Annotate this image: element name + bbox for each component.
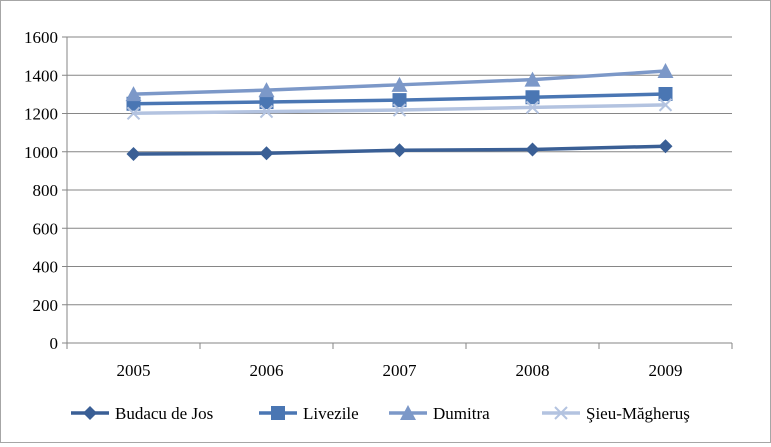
legend-label-livezile: Livezile: [303, 404, 359, 423]
data-point-budacu-de-jos: [658, 139, 673, 154]
x-tick-label: 2006: [250, 361, 284, 380]
legend-label-budacu-de-jos: Budacu de Jos: [115, 404, 213, 423]
y-tick-label: 0: [50, 334, 59, 353]
data-point-dumitra: [657, 63, 674, 79]
data-point-s-ieu-ma-gherus: [525, 100, 540, 115]
y-tick-label: 1400: [24, 66, 58, 85]
x-tick-label: 2005: [117, 361, 151, 380]
data-point-budacu-de-jos: [259, 146, 274, 161]
y-tick-label: 1600: [24, 28, 58, 47]
data-point-s-ieu-ma-gherus: [392, 103, 407, 117]
series-lines: [125, 63, 674, 162]
data-point-livezile: [658, 86, 673, 101]
y-tick-label: 600: [33, 219, 59, 238]
data-point-budacu-de-jos: [525, 142, 540, 157]
y-tick-label: 1000: [24, 143, 58, 162]
y-tick-label: 400: [33, 258, 59, 277]
y-tick-label: 800: [33, 181, 59, 200]
data-point-dumitra: [391, 76, 408, 92]
legend-marker-budacu-de-jos: [83, 406, 97, 420]
data-point-budacu-de-jos: [126, 147, 141, 162]
legend-marker-s-ieu-ma-gherus: [554, 406, 568, 420]
data-point-dumitra: [125, 86, 142, 102]
x-tick-label: 2009: [649, 361, 683, 380]
y-tick-label: 200: [33, 296, 59, 315]
legend-marker-livezile: [271, 406, 285, 420]
y-tick-label: 1200: [24, 105, 58, 124]
data-point-dumitra: [524, 71, 541, 87]
legend-marker-dumitra: [400, 405, 416, 420]
data-point-livezile: [525, 90, 540, 105]
x-tick-label: 2008: [516, 361, 550, 380]
axes: 0 200 400 600 800 1000 1200 1400 1600 2005 2006 200…: [24, 28, 733, 380]
data-point-s-ieu-ma-gherus: [658, 98, 673, 112]
legend-label-s-ieu-ma-gherus: Şieu-Măgheruş: [586, 404, 690, 423]
data-point-s-ieu-ma-gherus: [259, 104, 274, 119]
legend: Budacu de Jos Livezile Dumitra Şieu-Măgheru…: [71, 404, 690, 423]
data-point-budacu-de-jos: [392, 143, 407, 158]
data-point-dumitra: [258, 82, 275, 98]
legend-label-dumitra: Dumitra: [433, 404, 490, 423]
data-point-livezile: [392, 93, 407, 108]
data-point-s-ieu-ma-gherus: [126, 106, 141, 121]
x-tick-label: 2007: [383, 361, 418, 380]
data-point-livezile: [259, 95, 274, 110]
